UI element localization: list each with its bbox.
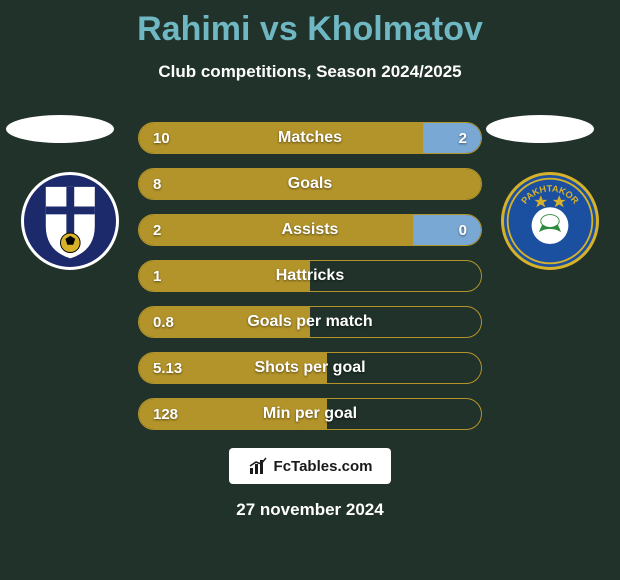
club-crest-left	[21, 172, 119, 270]
stat-value-left: 8	[153, 169, 161, 199]
player-right-marker	[486, 115, 594, 143]
stat-row: Min per goal128	[138, 398, 482, 430]
stat-value-left: 1	[153, 261, 161, 291]
page-title: Rahimi vs Kholmatov	[0, 10, 620, 49]
stat-value-left: 0.8	[153, 307, 174, 337]
stat-row: Hattricks1	[138, 260, 482, 292]
svg-text:PAKHTAKOR: PAKHTAKOR	[519, 183, 581, 205]
date-caption: 27 november 2024	[0, 500, 620, 520]
stat-label: Shots per goal	[139, 353, 481, 383]
stat-label: Min per goal	[139, 399, 481, 429]
club-crest-right: PAKHTAKOR	[501, 172, 599, 270]
stat-row: Goals8	[138, 168, 482, 200]
stat-bars: Matches102Goals8Assists20Hattricks1Goals…	[138, 122, 482, 430]
comparison-infographic: Rahimi vs Kholmatov Club competitions, S…	[0, 0, 620, 580]
stat-label: Goals	[139, 169, 481, 199]
stat-value-left: 10	[153, 123, 170, 153]
stat-value-right: 2	[459, 123, 467, 153]
fctables-watermark: FcTables.com	[229, 448, 391, 484]
watermark-text: FcTables.com	[274, 458, 373, 475]
stat-label: Hattricks	[139, 261, 481, 291]
stat-row: Goals per match0.8	[138, 306, 482, 338]
stat-value-left: 5.13	[153, 353, 182, 383]
stat-value-left: 2	[153, 215, 161, 245]
stat-label: Goals per match	[139, 307, 481, 337]
stat-value-left: 128	[153, 399, 178, 429]
stat-row: Matches10 2	[138, 122, 482, 154]
stat-label: Matches	[139, 123, 481, 153]
stat-value-right: 0	[459, 215, 467, 245]
stat-label: Assists	[139, 215, 481, 245]
player-left-marker	[6, 115, 114, 143]
subtitle: Club competitions, Season 2024/2025	[0, 62, 620, 82]
stat-row: Shots per goal5.13	[138, 352, 482, 384]
bars-chart-icon	[248, 456, 268, 476]
stat-row: Assists2 0	[138, 214, 482, 246]
